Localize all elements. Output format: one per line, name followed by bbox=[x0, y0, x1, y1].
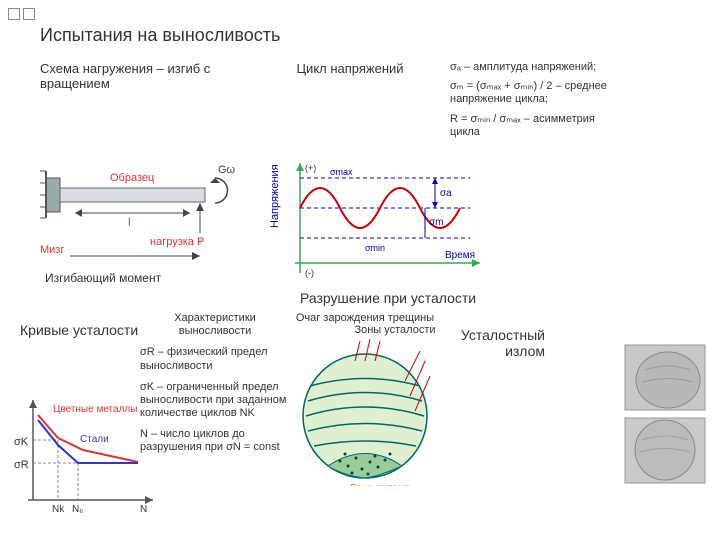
crack-origin-label: Очаг зарождения трещины bbox=[296, 312, 434, 324]
svg-text:(+): (+) bbox=[305, 163, 316, 173]
svg-text:Время: Время bbox=[445, 250, 475, 261]
svg-text:σR: σR bbox=[14, 459, 29, 471]
svg-text:σm: σm bbox=[429, 217, 444, 228]
curves-label: Кривые усталости bbox=[20, 322, 140, 338]
loading-diagram: Образец l нагрузка P Gω Mизг bbox=[40, 153, 245, 263]
failure-label: Разрушение при усталости bbox=[300, 290, 476, 306]
svg-text:Цветные металлы: Цветные металлы bbox=[53, 404, 137, 415]
char-sigma-k: σK – ограниченный предел выносливости пр… bbox=[140, 381, 290, 421]
svg-text:σK: σK bbox=[14, 436, 29, 448]
fracture-label: Усталостный излом bbox=[440, 327, 545, 359]
svg-text:N: N bbox=[140, 504, 147, 515]
characteristics-block: Характеристики выносливости σR – физичес… bbox=[140, 312, 290, 463]
fracture-photos bbox=[620, 340, 710, 490]
svg-text:l: l bbox=[128, 215, 131, 229]
svg-text:N₆: N₆ bbox=[72, 504, 83, 515]
fracture-surface-diagram: Зона долома bbox=[290, 336, 440, 486]
scheme-label: Схема нагружения – изгиб с вращением bbox=[40, 61, 250, 145]
fatigue-zones-label: Зоны усталости bbox=[354, 324, 435, 336]
svg-text:σmin: σmin bbox=[365, 243, 385, 253]
sn-curve-chart: σK σR Цветные металлы Стали Nk N₆ N bbox=[8, 390, 158, 520]
svg-text:Nk: Nk bbox=[52, 504, 65, 515]
char-title: Характеристики выносливости bbox=[140, 312, 290, 338]
bending-moment-label: Изгибающий момент bbox=[45, 271, 245, 285]
stress-cycle-chart: Напряжения Время (+) (-) σmax σmin σa σm bbox=[270, 153, 490, 283]
svg-text:Gω: Gω bbox=[218, 164, 236, 176]
svg-text:σa: σa bbox=[440, 188, 452, 199]
svg-text:Напряжения: Напряжения bbox=[270, 164, 281, 228]
decorative-squares bbox=[8, 8, 38, 23]
svg-text:нагрузка P: нагрузка P bbox=[150, 236, 204, 248]
svg-text:σmax: σmax bbox=[330, 167, 353, 177]
char-n: N – число циклов до разрушения при σN = … bbox=[140, 428, 290, 454]
cycle-label: Цикл напряжений bbox=[250, 61, 450, 145]
svg-text:Образец: Образец bbox=[110, 172, 155, 184]
svg-text:Mизг: Mизг bbox=[40, 244, 64, 256]
page-title: Испытания на выносливость bbox=[40, 25, 700, 46]
sigma-a-def: σₐ – амплитуда напряжений; bbox=[450, 61, 610, 74]
svg-text:Стали: Стали bbox=[80, 434, 109, 445]
sigma-definitions: σₐ – амплитуда напряжений; σₘ = (σₘₐₓ + … bbox=[450, 61, 610, 145]
char-sigma-r: σR – физический предел выносливости bbox=[140, 346, 290, 372]
sigma-r-def: R = σₘᵢₙ / σₘₐₓ – асимметрия цикла bbox=[450, 113, 610, 139]
svg-text:Зона долома: Зона долома bbox=[350, 483, 411, 486]
sigma-m-def: σₘ = (σₘₐₓ + σₘᵢₙ) / 2 – среднее напряже… bbox=[450, 80, 610, 106]
svg-text:(-): (-) bbox=[305, 268, 314, 278]
